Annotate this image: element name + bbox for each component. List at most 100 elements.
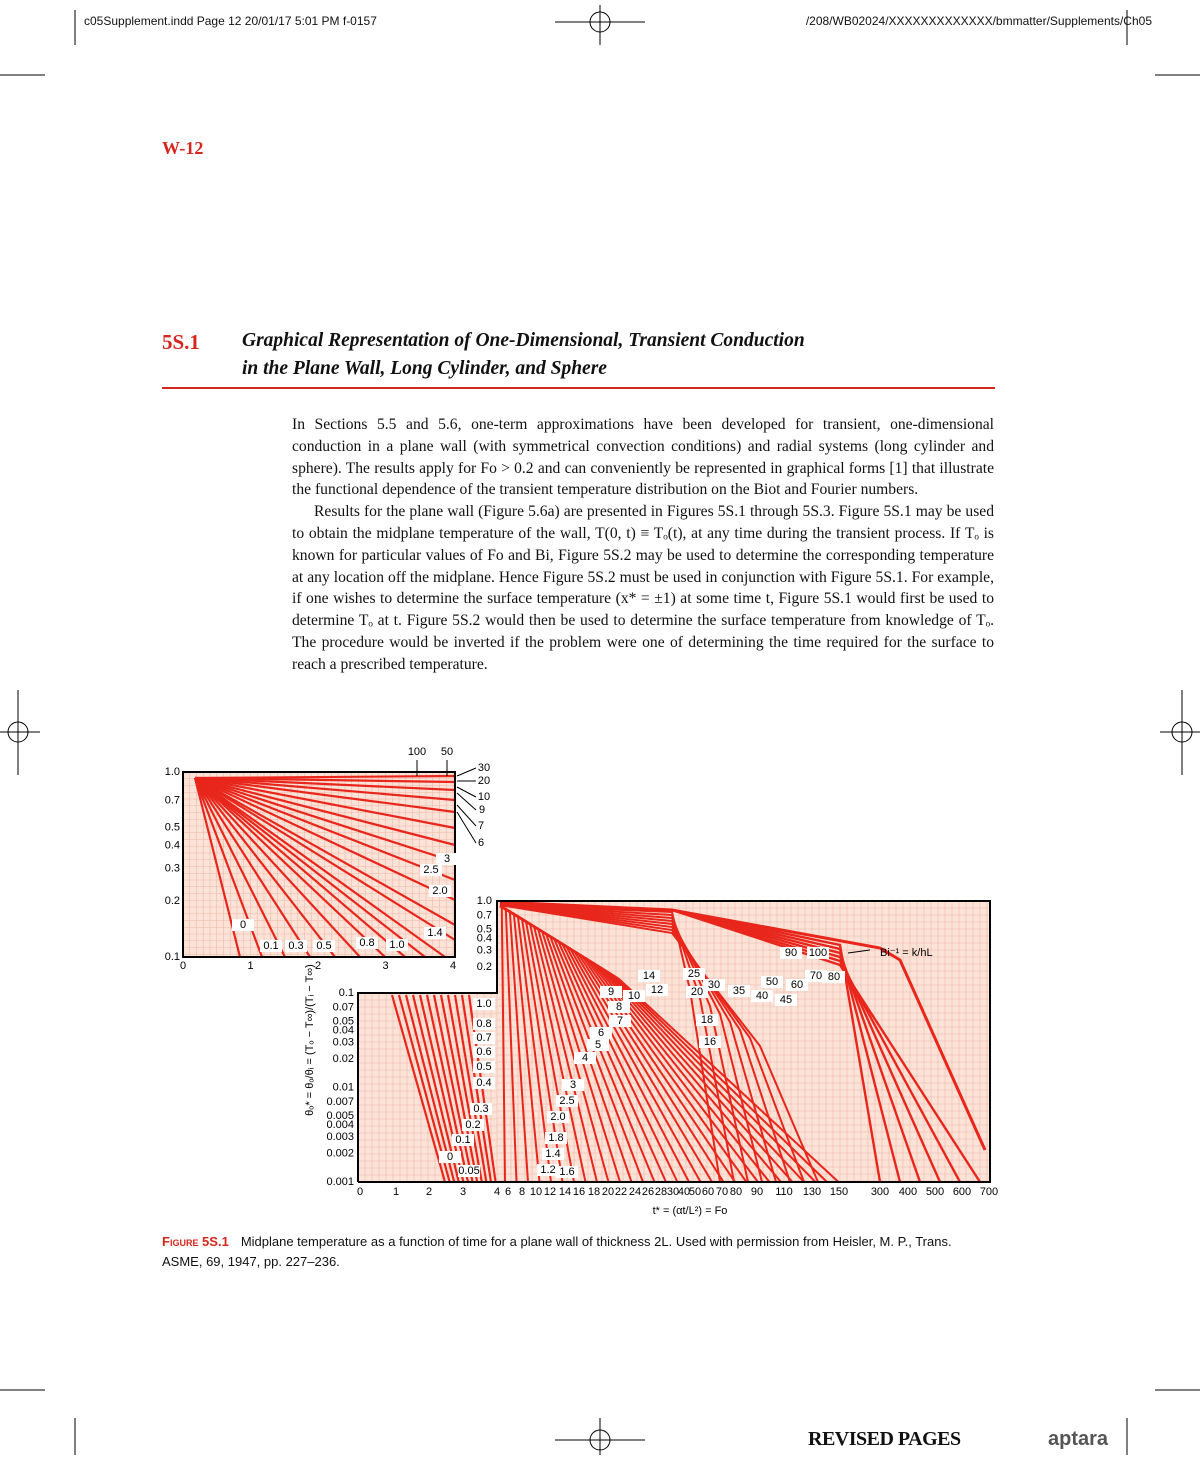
- label-box: [761, 976, 783, 988]
- label-box: [260, 940, 282, 952]
- label-box: [623, 990, 645, 1002]
- curve-label: 2.0: [432, 885, 447, 897]
- curve-label: 30: [478, 762, 490, 774]
- label-box: [562, 1079, 584, 1091]
- curve-label: 3: [444, 853, 450, 865]
- curve-label: 50: [766, 976, 778, 988]
- label-box: [699, 1036, 721, 1048]
- paragraph: In Sections 5.5 and 5.6, one-term approx…: [292, 416, 994, 499]
- label-box: [609, 1015, 631, 1027]
- curve: [194, 776, 456, 830]
- curve-label: 90: [785, 947, 797, 959]
- y-tick-label: 0.001: [326, 1176, 354, 1188]
- curve: [194, 776, 456, 882]
- label-box: [780, 947, 802, 959]
- curve: [194, 776, 456, 802]
- y-tick-label: 1.0: [477, 895, 492, 907]
- x-tick-label: 50: [689, 1186, 701, 1198]
- label-box: [786, 979, 808, 991]
- x-tick-label: 20: [602, 1186, 614, 1198]
- curve-label: 0: [447, 1151, 453, 1163]
- curve-label: 7: [478, 820, 484, 832]
- y-tick-label: 0.5: [477, 923, 492, 935]
- label-box: [473, 1061, 495, 1073]
- curve-label: 25: [688, 968, 700, 980]
- label-box: [424, 927, 446, 939]
- curve-label: 9: [608, 986, 614, 998]
- label-box: [420, 864, 442, 876]
- x-tick-label: 6: [505, 1186, 511, 1198]
- curve-label: 10: [628, 990, 640, 1002]
- curve: [499, 905, 840, 1183]
- curve-label: 0.1: [455, 1134, 470, 1146]
- x-axis-label: t* = (αt/L²) = Fo: [653, 1205, 728, 1217]
- curve-label: 0.3: [473, 1103, 488, 1115]
- label-box: [638, 970, 660, 982]
- x-tick-label: 24: [629, 1186, 641, 1198]
- x-tick-label: 700: [980, 1186, 998, 1198]
- x-tick-label: 30: [667, 1186, 679, 1198]
- x-tick-label: 10: [530, 1186, 542, 1198]
- curve: [425, 994, 470, 1183]
- label-box: [545, 1132, 567, 1144]
- label-box: [600, 986, 622, 998]
- curve: [194, 777, 446, 958]
- curve-label: 12: [651, 984, 663, 996]
- curve: [499, 904, 721, 1183]
- leader: [847, 949, 871, 954]
- curve-label: 1.4: [427, 927, 442, 939]
- curve-label: 1.6: [559, 1166, 574, 1178]
- x-tick-label: 1: [393, 1186, 399, 1198]
- x-tick-label: 3: [460, 1186, 466, 1198]
- label-box: [574, 1052, 596, 1064]
- curve: [194, 776, 456, 792]
- curve-label: 0.8: [359, 937, 374, 949]
- x-tick-label: 80: [730, 1186, 742, 1198]
- curve-label: 0.5: [476, 1061, 491, 1073]
- y-tick-label: 0.07: [333, 1002, 354, 1014]
- curve: [411, 994, 460, 1183]
- y-tick-label: 0.04: [333, 1025, 354, 1037]
- curve-label: 20: [691, 986, 703, 998]
- rule: [162, 387, 995, 389]
- curve: [194, 777, 311, 958]
- registration-mark: [7, 721, 29, 743]
- curve-label: 45: [780, 994, 792, 1006]
- revised-stamp: REVISED PAGES: [808, 1428, 961, 1450]
- curve: [499, 904, 749, 1183]
- curve-label: 16: [704, 1036, 716, 1048]
- label-box: [452, 1134, 474, 1146]
- section-number: 5S.1: [162, 330, 200, 354]
- section-title: in the Plane Wall, Long Cylinder, and Sp…: [242, 358, 607, 379]
- curve: [194, 774, 456, 780]
- label-box: [807, 947, 829, 959]
- x-tick-label: 3: [382, 960, 388, 972]
- y-tick-label: 0.2: [165, 895, 180, 907]
- y-tick-label: 0.2: [477, 961, 492, 973]
- y-tick-label: 0.3: [165, 863, 180, 875]
- curve: [194, 777, 336, 958]
- frame: [357, 900, 991, 1183]
- page-label: W-12: [162, 138, 204, 158]
- y-tick-label: 0.1: [339, 987, 354, 999]
- curve: [499, 904, 763, 1183]
- label-box: [470, 1103, 492, 1115]
- x-tick-label: 150: [830, 1186, 848, 1198]
- curve: [439, 994, 479, 1183]
- label-box: [587, 1039, 609, 1051]
- curve-label: 0: [240, 919, 246, 931]
- x-tick-label: 500: [926, 1186, 944, 1198]
- curve: [499, 904, 735, 1183]
- curve-label: 20: [478, 775, 490, 787]
- curve-label: 1.0: [476, 998, 491, 1010]
- leader: [456, 767, 477, 777]
- y-tick-label: 0.02: [333, 1053, 354, 1065]
- y-tick-label: 0.003: [326, 1131, 354, 1143]
- curve: [446, 994, 483, 1183]
- curve-label: Bi⁻¹ = k/hL: [880, 947, 933, 959]
- registration-mark: [1171, 721, 1193, 743]
- curve: [194, 777, 456, 901]
- x-tick-label: 40: [678, 1186, 690, 1198]
- logo: aptara: [1048, 1428, 1109, 1450]
